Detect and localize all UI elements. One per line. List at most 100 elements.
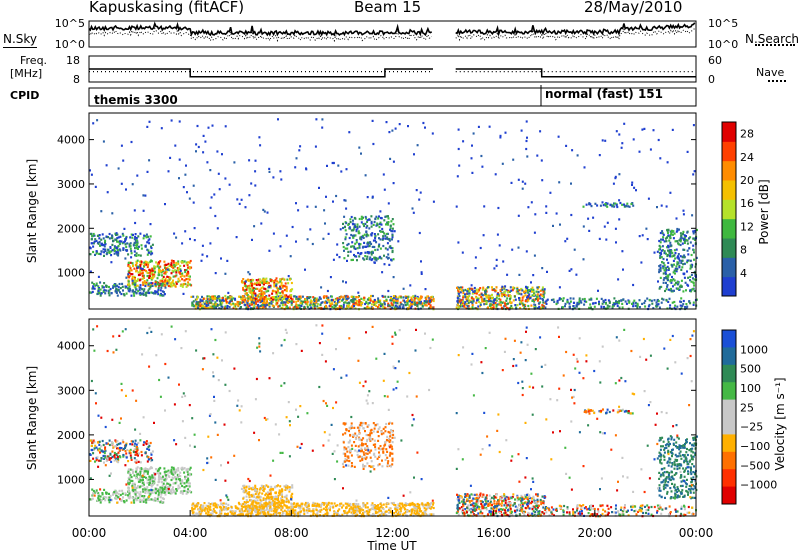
power-cell (622, 268, 624, 271)
power-cell (183, 264, 186, 267)
power-cell (621, 302, 624, 305)
velocity-cell (104, 456, 107, 459)
power-cell (247, 297, 250, 300)
velocity-scatter (89, 324, 698, 518)
velocity-cell (95, 459, 98, 462)
velocity-cell (145, 468, 148, 471)
power-cell (633, 299, 636, 302)
power-cell (320, 301, 323, 304)
noise-y-tick-bottom: 10^0 (55, 38, 85, 51)
power-cell (116, 252, 119, 255)
power-cell (498, 301, 501, 304)
power-cell (393, 230, 396, 233)
power-cell (160, 286, 163, 289)
power-cell (660, 249, 663, 252)
power-cell (240, 198, 243, 201)
power-cell (614, 175, 617, 178)
velocity-cell (148, 475, 151, 478)
velocity-cell (325, 502, 328, 505)
power-cell (115, 246, 118, 249)
power-cell (523, 290, 526, 294)
power-cell (163, 281, 166, 284)
power-cell (132, 264, 134, 268)
velocity-cell (179, 491, 182, 494)
power-cell (275, 295, 277, 299)
power-cell (468, 300, 470, 303)
power-cell (662, 257, 665, 261)
power-cell (430, 306, 433, 309)
power-cell (214, 272, 217, 275)
power-cell (188, 278, 191, 281)
power-cell (228, 295, 231, 298)
power-cell (90, 238, 93, 241)
velocity-cell (136, 491, 139, 494)
power-cell (632, 305, 635, 308)
velocity-cell (98, 493, 100, 496)
power-cell (378, 300, 381, 303)
power-cell (351, 245, 354, 248)
power-cell (511, 307, 514, 310)
power-cell (658, 268, 661, 271)
power-cell (518, 297, 520, 300)
power-cell (197, 303, 200, 307)
power-cell (281, 286, 284, 289)
power-cell (209, 169, 212, 172)
velocity-cell (143, 470, 146, 473)
power-cell (590, 298, 593, 301)
power-cell (692, 173, 695, 176)
power-cell (363, 224, 366, 228)
velocity-cell (110, 443, 113, 446)
power-cell (161, 280, 164, 283)
velocity-cell (410, 512, 413, 515)
power-cell (483, 297, 486, 300)
power-cell (151, 267, 154, 270)
power-cell (164, 203, 166, 206)
power-cell (542, 290, 545, 293)
velocity-cell (314, 502, 316, 505)
power-cell (632, 204, 635, 207)
power-cell (613, 297, 616, 300)
power-cell (164, 272, 167, 275)
power-cell (331, 302, 334, 305)
power-cell (493, 303, 496, 306)
power-cell (254, 294, 257, 297)
velocity-cell (142, 500, 145, 503)
power-cell (692, 232, 695, 235)
power-cell (258, 306, 261, 309)
power-cell (127, 253, 130, 256)
velocity-cell (132, 450, 135, 454)
power-cell (329, 304, 332, 308)
power-cell (471, 171, 474, 174)
power-cell (477, 125, 480, 128)
power-cell (321, 118, 324, 121)
power-cell (129, 242, 132, 245)
power-cell (519, 297, 522, 300)
velocity-cell (104, 455, 107, 458)
power-cell (156, 281, 159, 284)
power-cell (674, 257, 677, 260)
power-cell (351, 305, 354, 308)
power-cell (93, 287, 96, 290)
power-cell (210, 196, 213, 199)
power-cell (372, 142, 375, 146)
velocity-cell (241, 513, 244, 516)
power-cell (618, 199, 621, 202)
velocity-cell (394, 504, 397, 507)
velocity-cell (108, 501, 111, 504)
power-cell (290, 301, 293, 304)
velocity-cell (185, 481, 188, 484)
velocity-cell (116, 455, 119, 458)
power-cell (358, 255, 361, 258)
power-cell (145, 270, 148, 273)
velocity-cell (316, 502, 319, 505)
power-cell (592, 302, 595, 305)
power-cell (669, 280, 672, 283)
velocity-cell (339, 504, 342, 507)
power-cell (238, 295, 241, 298)
velocity-cell (200, 504, 202, 507)
power-cell (217, 172, 220, 175)
power-cell (192, 295, 195, 298)
power-cell (206, 295, 209, 298)
power-cell (98, 240, 101, 244)
power-cell (371, 294, 374, 298)
